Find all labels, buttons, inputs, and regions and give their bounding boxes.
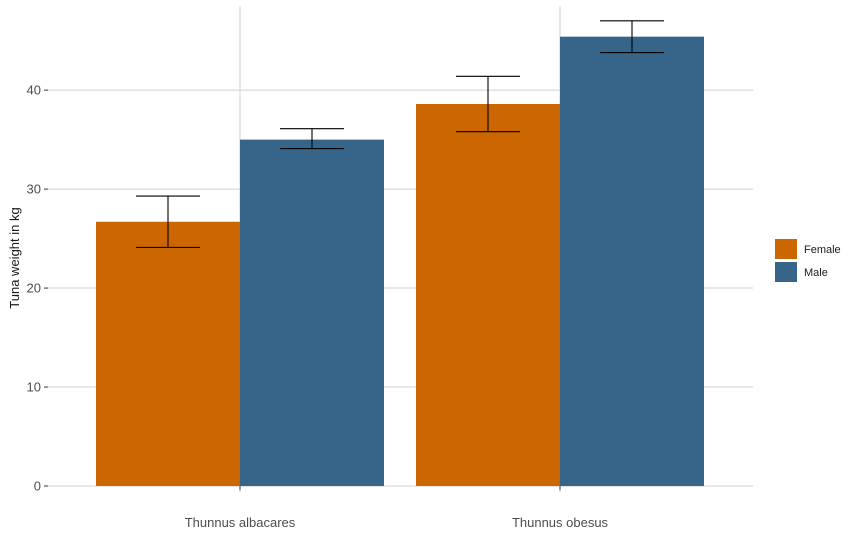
legend-label-female: Female — [804, 244, 841, 256]
legend: Female Male — [775, 239, 841, 282]
legend-swatch-female — [775, 239, 797, 259]
x-tick-label: Thunnus obesus — [512, 515, 609, 530]
y-tick-label: 30 — [27, 182, 41, 197]
y-tick-label: 20 — [27, 281, 41, 296]
bar-female-1 — [416, 103, 560, 487]
x-axis-ticks: Thunnus albacares Thunnus obesus — [185, 486, 609, 530]
bars-layer — [96, 36, 704, 487]
x-tick-label: Thunnus albacares — [185, 515, 296, 530]
bar-male-1 — [560, 36, 704, 486]
legend-label-male: Male — [804, 267, 828, 279]
y-axis-ticks: 0 10 20 30 40 — [27, 83, 48, 494]
bar-female-0 — [96, 221, 240, 487]
legend-swatch-male — [775, 262, 797, 282]
bar-male-0 — [240, 139, 384, 486]
y-tick-label: 10 — [27, 380, 41, 395]
error-bars-layer — [136, 20, 664, 249]
y-tick-label: 0 — [34, 479, 41, 494]
y-axis-title: Tuna weight in kg — [7, 207, 22, 308]
y-tick-label: 40 — [27, 83, 41, 98]
